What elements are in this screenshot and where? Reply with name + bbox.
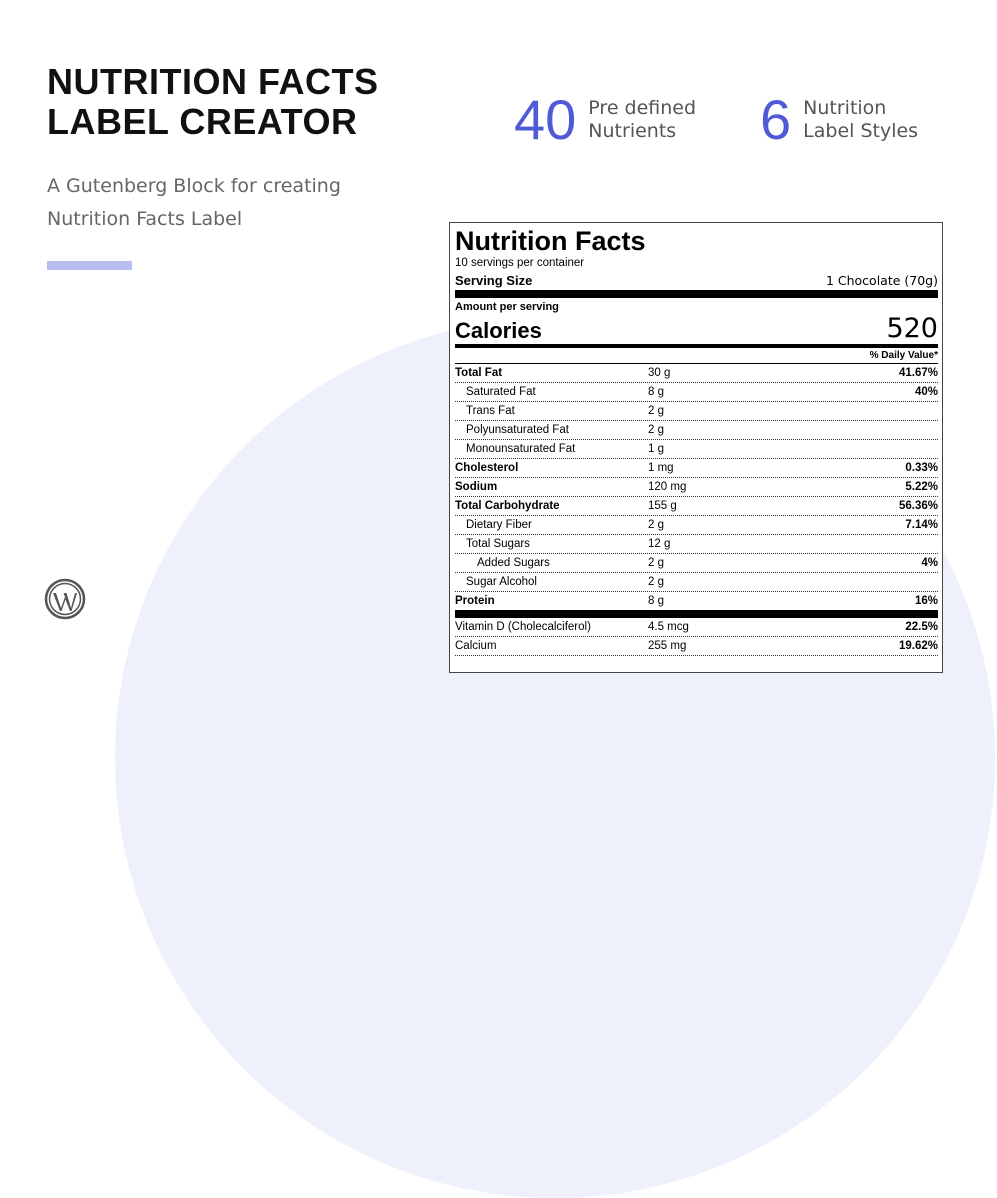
nutrient-row: Sodium 120 mg 5.22% xyxy=(455,478,938,497)
nutrient-name: Polyunsaturated Fat xyxy=(466,424,569,436)
nutrient-row: Vitamin D (Cholecalciferol) 4.5 mcg 22.5… xyxy=(455,618,938,637)
daily-value-header: % Daily Value* xyxy=(455,348,938,364)
calories-value: 520 xyxy=(886,313,938,344)
nutrient-row: Polyunsaturated Fat 2 g xyxy=(455,421,938,440)
nutrient-name: Protein xyxy=(455,595,495,607)
nutrient-row: Sugar Alcohol 2 g xyxy=(455,573,938,592)
title-line-1: NUTRITION FACTS xyxy=(47,61,379,102)
nutrient-row: Total Sugars 12 g xyxy=(455,535,938,554)
wordpress-icon xyxy=(44,578,86,620)
page-title: NUTRITION FACTS LABEL CREATOR xyxy=(47,62,378,142)
nutrient-row: Protein 8 g 16% xyxy=(455,592,938,618)
stat-description-line-2: Nutrients xyxy=(588,120,677,142)
nutrient-name: Dietary Fiber xyxy=(466,519,532,531)
page-subtitle: A Gutenberg Block for creating Nutrition… xyxy=(47,170,407,236)
nutrient-name: Sugar Alcohol xyxy=(466,576,537,588)
nutrient-amount: 1 mg xyxy=(648,462,674,474)
calories-label: Calories xyxy=(455,318,542,343)
nutrient-amount: 4.5 mcg xyxy=(648,621,689,633)
nutrient-name: Calcium xyxy=(455,640,497,652)
nutrient-name: Vitamin D (Cholecalciferol) xyxy=(455,621,591,633)
nutrient-row: Total Fat 30 g 41.67% xyxy=(455,364,938,383)
serving-size-value: 1 Chocolate (70g) xyxy=(825,272,938,288)
title-line-2: LABEL CREATOR xyxy=(47,101,358,142)
nutrient-name: Total Carbohydrate xyxy=(455,500,560,512)
stat-description-line-1: Nutrition xyxy=(803,97,887,119)
stat-description: Pre defined Nutrients xyxy=(588,97,696,143)
stat-description-line-2: Label Styles xyxy=(803,120,919,142)
nutrient-amount: 2 g xyxy=(648,519,664,531)
label-title: Nutrition Facts xyxy=(455,226,646,256)
nutrient-amount: 255 mg xyxy=(648,640,687,652)
nutrient-amount: 2 g xyxy=(648,405,664,417)
nutrient-row: Cholesterol 1 mg 0.33% xyxy=(455,459,938,478)
stat-nutrients: 40 Pre defined Nutrients xyxy=(514,92,696,148)
nutrient-row: Dietary Fiber 2 g 7.14% xyxy=(455,516,938,535)
nutrient-name: Total Fat xyxy=(455,367,503,379)
nutrient-daily-value: 40% xyxy=(914,386,938,398)
nutrient-row: Saturated Fat 8 g 40% xyxy=(455,383,938,402)
nutrient-row: Trans Fat 2 g xyxy=(455,402,938,421)
nutrient-daily-value: 41.67% xyxy=(898,367,938,379)
subtitle-line-2: Nutrition Facts Label xyxy=(47,208,243,230)
subtitle-line-1: A Gutenberg Block for creating xyxy=(47,175,341,197)
nutrient-name: Saturated Fat xyxy=(466,386,536,398)
nutrient-amount: 155 g xyxy=(648,500,677,512)
amount-per-serving: Amount per serving xyxy=(455,301,559,313)
nutrient-daily-value: 0.33% xyxy=(905,462,938,474)
nutrient-amount: 8 g xyxy=(648,386,664,398)
nutrient-amount: 2 g xyxy=(648,576,664,588)
accent-bar xyxy=(47,261,132,270)
nutrient-amount: 8 g xyxy=(648,595,664,607)
nutrient-daily-value: 56.36% xyxy=(898,500,938,512)
stat-number: 40 xyxy=(514,88,577,151)
nutrient-row: Total Carbohydrate 155 g 56.36% xyxy=(455,497,938,516)
nutrient-amount: 2 g xyxy=(648,424,664,436)
nutrient-name: Added Sugars xyxy=(477,557,550,569)
nutrient-name: Total Sugars xyxy=(466,538,530,550)
serving-size-label: Serving Size xyxy=(455,272,533,288)
nutrient-name: Monounsaturated Fat xyxy=(466,443,576,455)
stat-description: Nutrition Label Styles xyxy=(803,97,918,143)
stat-description-line-1: Pre defined xyxy=(588,97,697,119)
nutrient-row: Calcium 255 mg 19.62% xyxy=(455,637,938,656)
serving-size-row: Serving Size 1 Chocolate (70g) xyxy=(455,270,938,298)
nutrient-daily-value: 7.14% xyxy=(905,519,938,531)
nutrient-daily-value: 16% xyxy=(914,595,938,607)
nutrition-facts-label: Nutrition Facts 10 servings per containe… xyxy=(449,222,943,673)
nutrient-amount: 12 g xyxy=(648,538,671,550)
nutrient-name: Sodium xyxy=(455,481,498,493)
nutrient-daily-value: 5.22% xyxy=(905,481,938,493)
stat-number: 6 xyxy=(760,88,792,151)
nutrient-amount: 30 g xyxy=(648,367,671,379)
nutrient-row: Monounsaturated Fat 1 g xyxy=(455,440,938,459)
nutrient-amount: 1 g xyxy=(648,443,664,455)
stat-label-styles: 6 Nutrition Label Styles xyxy=(760,92,918,148)
nutrient-daily-value: 19.62% xyxy=(898,640,938,652)
nutrient-amount: 120 mg xyxy=(648,481,687,493)
nutrient-amount: 2 g xyxy=(648,557,664,569)
calories-row: Calories 520 xyxy=(455,314,938,348)
nutrient-name: Trans Fat xyxy=(466,405,515,417)
servings-per-container: 10 servings per container xyxy=(455,257,585,269)
nutrient-row: Added Sugars 2 g 4% xyxy=(455,554,938,573)
nutrient-name: Cholesterol xyxy=(455,462,519,474)
nutrient-daily-value: 22.5% xyxy=(905,621,938,633)
nutrient-daily-value: 4% xyxy=(921,557,938,569)
